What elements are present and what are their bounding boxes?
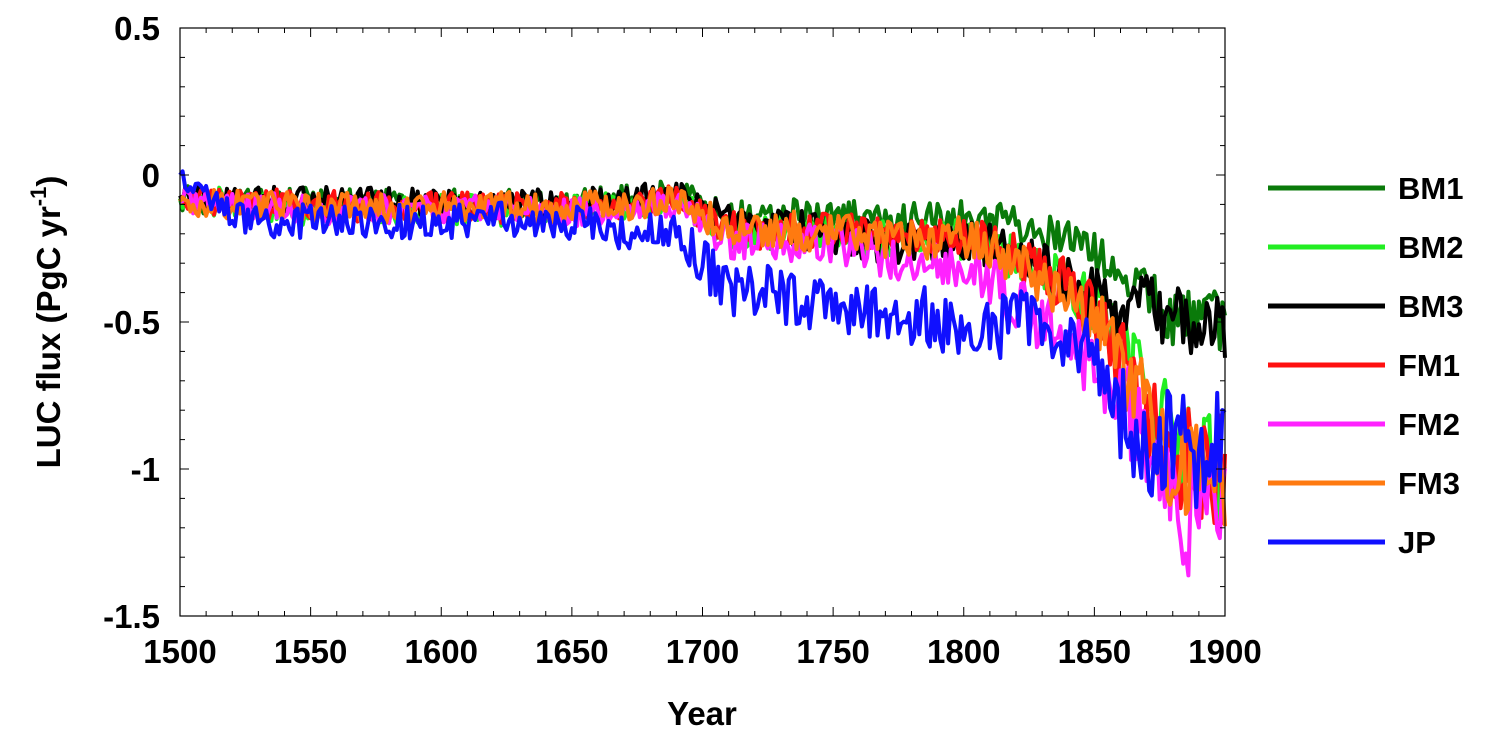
legend-label-fm1: FM1: [1398, 348, 1460, 383]
series-line-jp: [178, 169, 1227, 510]
plot-frame: [179, 27, 1226, 617]
x-tick-label: 1650: [535, 633, 608, 670]
series-line-fm2: [179, 186, 1227, 578]
y-tick-label: 0: [142, 157, 160, 194]
y-axis-title-close: ): [30, 176, 67, 187]
series-line-fm3: [178, 185, 1227, 527]
y-tick-label: -1: [131, 451, 160, 488]
legend-label-bm3: BM3: [1398, 289, 1463, 324]
series-lines: [178, 169, 1227, 578]
x-tick-label: 1550: [274, 633, 347, 670]
y-tick-label: -1.5: [103, 598, 160, 635]
x-tick-label: 1850: [1058, 633, 1131, 670]
legend-label-jp: JP: [1398, 525, 1436, 560]
x-tick-label: 1700: [666, 633, 739, 670]
x-tick-label: 1750: [796, 633, 869, 670]
x-axis-title: Year: [667, 695, 737, 731]
y-axis-title-sup: -1: [26, 187, 51, 207]
tick-labels: 1500 1550 1600 1650 1700 1750 1800 1850 1900 0.5 0…: [103, 10, 1262, 670]
y-axis-title-main: LUC flux (PgC yr: [30, 206, 67, 468]
legend-label-bm2: BM2: [1398, 230, 1463, 265]
legend-label-fm3: FM3: [1398, 466, 1460, 501]
legend: BM1 BM2 BM3 FM1 FM2 FM3 JP: [1268, 171, 1463, 560]
x-tick-label: 1800: [927, 633, 1000, 670]
y-tick-label: -0.5: [103, 304, 160, 341]
y-axis-title: LUC flux (PgC yr-1): [26, 176, 67, 469]
x-tick-label: 1900: [1188, 633, 1261, 670]
x-tick-label: 1600: [405, 633, 478, 670]
y-tick-label: 0.5: [114, 10, 160, 47]
legend-label-bm1: BM1: [1398, 171, 1463, 206]
axis-ticks: [179, 27, 1226, 617]
legend-label-fm2: FM2: [1398, 407, 1460, 442]
x-tick-label: 1500: [143, 633, 216, 670]
